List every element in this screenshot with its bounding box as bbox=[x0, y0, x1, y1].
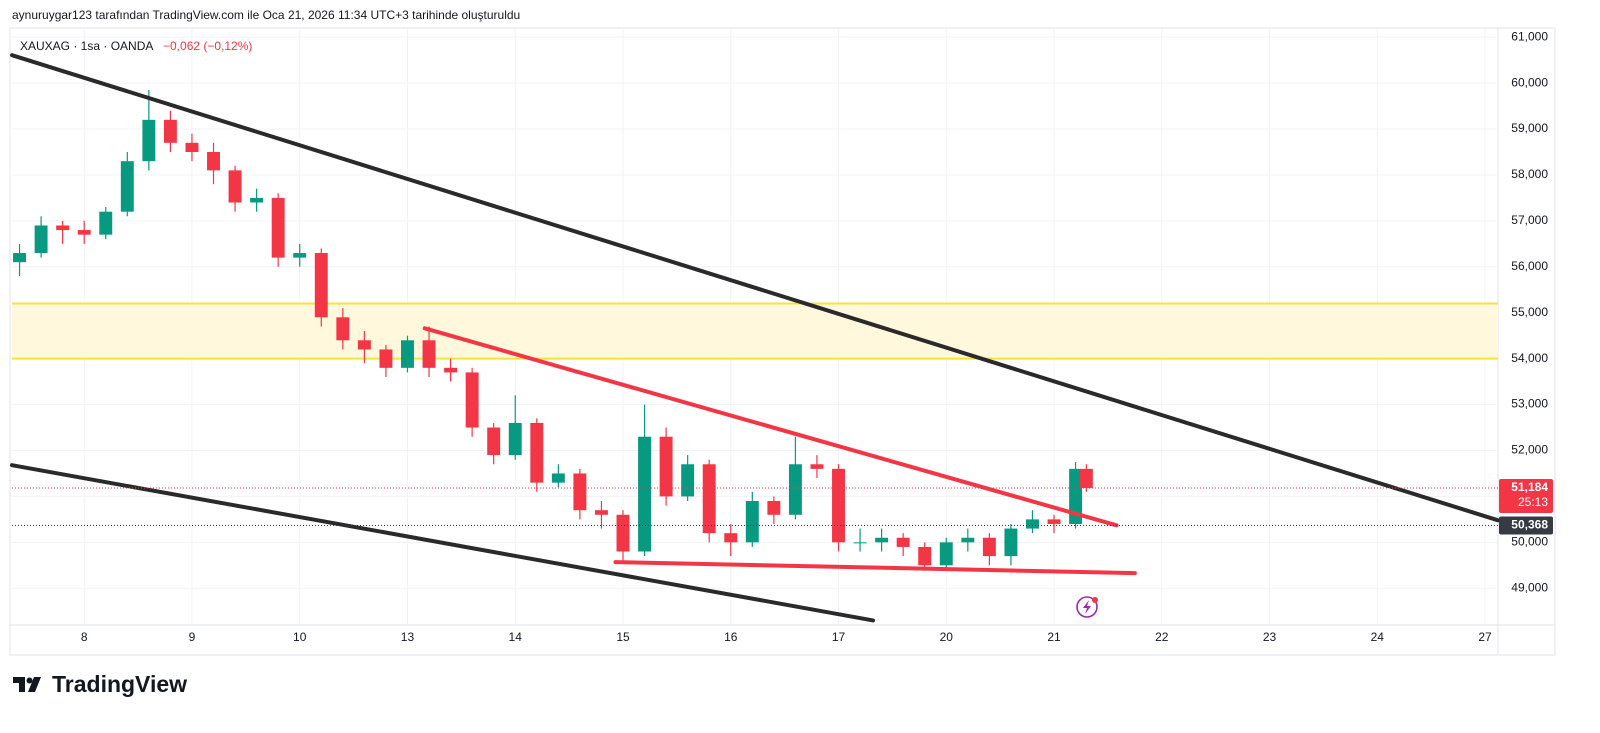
y-tick-label: 50,000 bbox=[1511, 535, 1548, 549]
candle-body bbox=[314, 253, 328, 318]
candle-body bbox=[810, 464, 824, 469]
candle-body bbox=[250, 197, 264, 203]
alert-icon bbox=[1076, 596, 1098, 618]
candle-body bbox=[767, 501, 781, 515]
candle-body bbox=[422, 340, 436, 368]
x-tick-label: 27 bbox=[1478, 630, 1492, 644]
price-label: 51,184 bbox=[1511, 480, 1548, 494]
x-tick-label: 14 bbox=[509, 630, 523, 644]
candle-body bbox=[120, 161, 134, 212]
candle-body bbox=[573, 473, 587, 511]
candle-body bbox=[1026, 519, 1039, 529]
x-tick-label: 13 bbox=[401, 630, 415, 644]
frame bbox=[9, 27, 1556, 656]
y-tick-label: 54,000 bbox=[1511, 351, 1548, 365]
y-tick-label: 59,000 bbox=[1511, 121, 1548, 135]
candle-body bbox=[982, 537, 996, 557]
y-tick-label: 61,000 bbox=[1511, 29, 1548, 43]
candle-body bbox=[1004, 528, 1018, 557]
x-tick-label: 22 bbox=[1155, 630, 1169, 644]
candle-body bbox=[508, 422, 522, 456]
candle-body bbox=[1069, 468, 1083, 524]
candle-body bbox=[551, 473, 565, 483]
trendline bbox=[10, 53, 1500, 523]
candle-body bbox=[336, 317, 350, 341]
price-label-box bbox=[1499, 478, 1553, 513]
y-tick-label: 52,000 bbox=[1511, 443, 1548, 457]
candle-body bbox=[788, 464, 802, 515]
candle-body bbox=[1079, 468, 1093, 488]
candle-body bbox=[853, 542, 867, 544]
candle-body bbox=[401, 340, 414, 368]
candle-body bbox=[724, 533, 738, 543]
candle-body bbox=[34, 225, 48, 254]
candle-body bbox=[961, 537, 975, 543]
trendline bbox=[422, 326, 1119, 528]
candle-body bbox=[530, 422, 544, 483]
candle-body bbox=[659, 436, 673, 497]
x-tick-label: 23 bbox=[1263, 630, 1277, 644]
candle-body bbox=[745, 501, 759, 543]
x-tick-label: 16 bbox=[724, 630, 738, 644]
candle-body bbox=[142, 119, 156, 162]
price-countdown: 25:13 bbox=[1518, 495, 1548, 509]
caption: aynuruygar123 tarafından TradingView.com… bbox=[12, 8, 520, 22]
candle-body bbox=[228, 170, 242, 203]
zone bbox=[12, 303, 1498, 359]
candle-body bbox=[13, 253, 27, 263]
x-tick-label: 8 bbox=[81, 630, 88, 644]
candle-body bbox=[594, 510, 608, 515]
candle-body bbox=[616, 514, 630, 552]
x-tick-label: 9 bbox=[189, 630, 196, 644]
y-tick-label: 56,000 bbox=[1511, 259, 1548, 273]
candle-body bbox=[77, 230, 91, 235]
logo-text: TradingView bbox=[52, 671, 187, 697]
y-tick-label: 49,000 bbox=[1511, 580, 1548, 594]
candle-body bbox=[99, 211, 113, 235]
candle-body bbox=[185, 142, 199, 152]
candle-body bbox=[681, 464, 695, 497]
y-tick-label: 58,000 bbox=[1511, 167, 1548, 181]
trendline bbox=[10, 463, 875, 623]
candle-body bbox=[357, 340, 371, 350]
y-tick-label: 57,000 bbox=[1511, 213, 1548, 227]
candle-body bbox=[56, 225, 70, 231]
candle-body bbox=[702, 464, 716, 534]
y-tick-label: 55,000 bbox=[1511, 305, 1548, 319]
candle-body bbox=[896, 537, 910, 547]
price-label-box bbox=[1499, 516, 1553, 535]
trendline bbox=[613, 560, 1137, 576]
axes: 49,00050,00051,00052,00053,00054,00055,0… bbox=[81, 29, 1553, 644]
x-tick-label: 20 bbox=[940, 630, 954, 644]
candle-body bbox=[939, 542, 953, 566]
candle-body bbox=[444, 367, 458, 373]
candle-body bbox=[207, 151, 220, 171]
candle-body bbox=[832, 468, 845, 543]
logo: TradingView bbox=[13, 671, 187, 697]
symbol-info: XAUXAG · 1sa · OANDA bbox=[20, 39, 153, 53]
price-label: 50,368 bbox=[1511, 518, 1548, 532]
x-tick-label: 15 bbox=[616, 630, 630, 644]
candle-body bbox=[163, 119, 177, 143]
candle-body bbox=[379, 349, 393, 368]
candle-body bbox=[1047, 519, 1061, 524]
candle-body bbox=[487, 427, 501, 456]
x-tick-label: 24 bbox=[1371, 630, 1385, 644]
change: −0,062 (−0,12%) bbox=[163, 39, 252, 53]
candle-body bbox=[465, 372, 479, 428]
x-tick-label: 17 bbox=[832, 630, 846, 644]
candle-body bbox=[918, 546, 932, 566]
plot bbox=[10, 53, 1500, 623]
y-tick-label: 53,000 bbox=[1511, 397, 1548, 411]
candle-body bbox=[271, 197, 285, 258]
candle-body bbox=[875, 537, 889, 543]
x-tick-label: 21 bbox=[1047, 630, 1061, 644]
candle-body bbox=[293, 253, 307, 258]
candle-body bbox=[638, 436, 652, 552]
x-tick-label: 10 bbox=[293, 630, 307, 644]
y-tick-label: 60,000 bbox=[1511, 75, 1548, 89]
